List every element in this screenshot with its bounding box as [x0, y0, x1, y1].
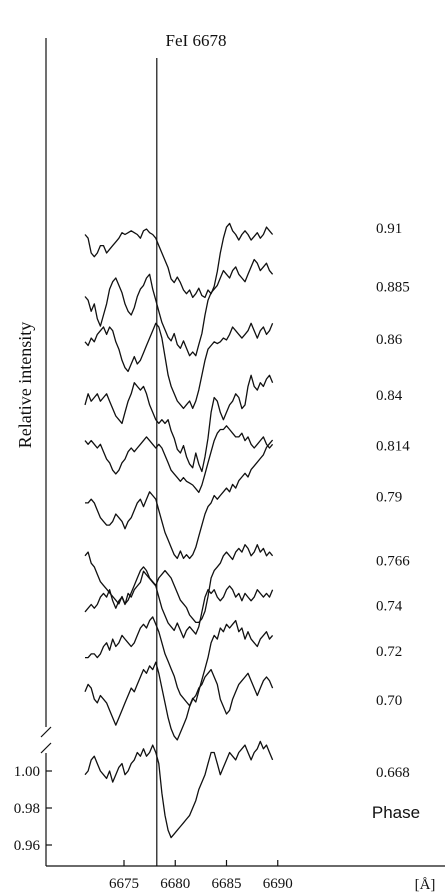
- spectrum-line-phase-0.72: [85, 616, 274, 707]
- phase-label: 0.74: [376, 599, 403, 615]
- spectrum-line-phase-0.84: [84, 374, 274, 473]
- spectrum-line-phase-0.668: [84, 740, 274, 839]
- axis-break-mark-2: [40, 742, 52, 754]
- phase-label: 0.79: [376, 490, 402, 506]
- y-tick-label: 1.00: [14, 764, 40, 780]
- y-tick-label: 0.98: [14, 801, 40, 817]
- y-axis-label: Relative intensity: [15, 322, 35, 448]
- phase-label: 0.86: [376, 332, 403, 348]
- spectrum-line-phase-0.814: [84, 425, 274, 494]
- phase-label: 0.885: [376, 279, 410, 295]
- axis-break-mark-1: [40, 726, 52, 738]
- phase-labels: 0.91 0.885 0.86 0.84 0.814 0.79 0.766 0.74 0.72 0…: [376, 221, 410, 781]
- y-tick-label: 0.96: [14, 838, 41, 854]
- x-tick-label: 6675: [109, 876, 139, 892]
- phase-label: 0.766: [376, 554, 410, 570]
- x-axis-ticks: 6675 6680 6685 6690: [109, 860, 293, 892]
- spectrum-line-phase-0.766: [84, 544, 274, 624]
- phase-label: 0.72: [376, 644, 402, 660]
- spectra-series: [84, 222, 274, 839]
- phase-label: 0.70: [376, 693, 402, 709]
- spectrum-line-phase-0.70: [84, 661, 274, 741]
- spectrum-line-phase-0.79: [85, 439, 274, 560]
- spectrum-line-phase-0.91: [84, 222, 274, 299]
- x-unit-label: [Å]: [415, 877, 436, 893]
- y-axis-ticks: 1.00 0.98 0.96: [14, 764, 52, 854]
- x-tick-label: 6690: [263, 876, 293, 892]
- phase-label: 0.814: [376, 438, 410, 454]
- feI-6678-label: FeI 6678: [166, 31, 227, 50]
- x-tick-label: 6680: [160, 876, 190, 892]
- phase-label: 0.91: [376, 221, 402, 237]
- x-tick-label: 6685: [212, 876, 242, 892]
- plot-frame: [40, 38, 445, 867]
- phase-label: 0.668: [376, 765, 410, 781]
- phase-title: Phase: [372, 803, 420, 822]
- spectrum-line-phase-0.885: [84, 258, 274, 357]
- spectrum-line-phase-0.74: [84, 570, 274, 639]
- spectrum-line-phase-0.86: [84, 322, 274, 410]
- phase-label: 0.84: [376, 388, 403, 404]
